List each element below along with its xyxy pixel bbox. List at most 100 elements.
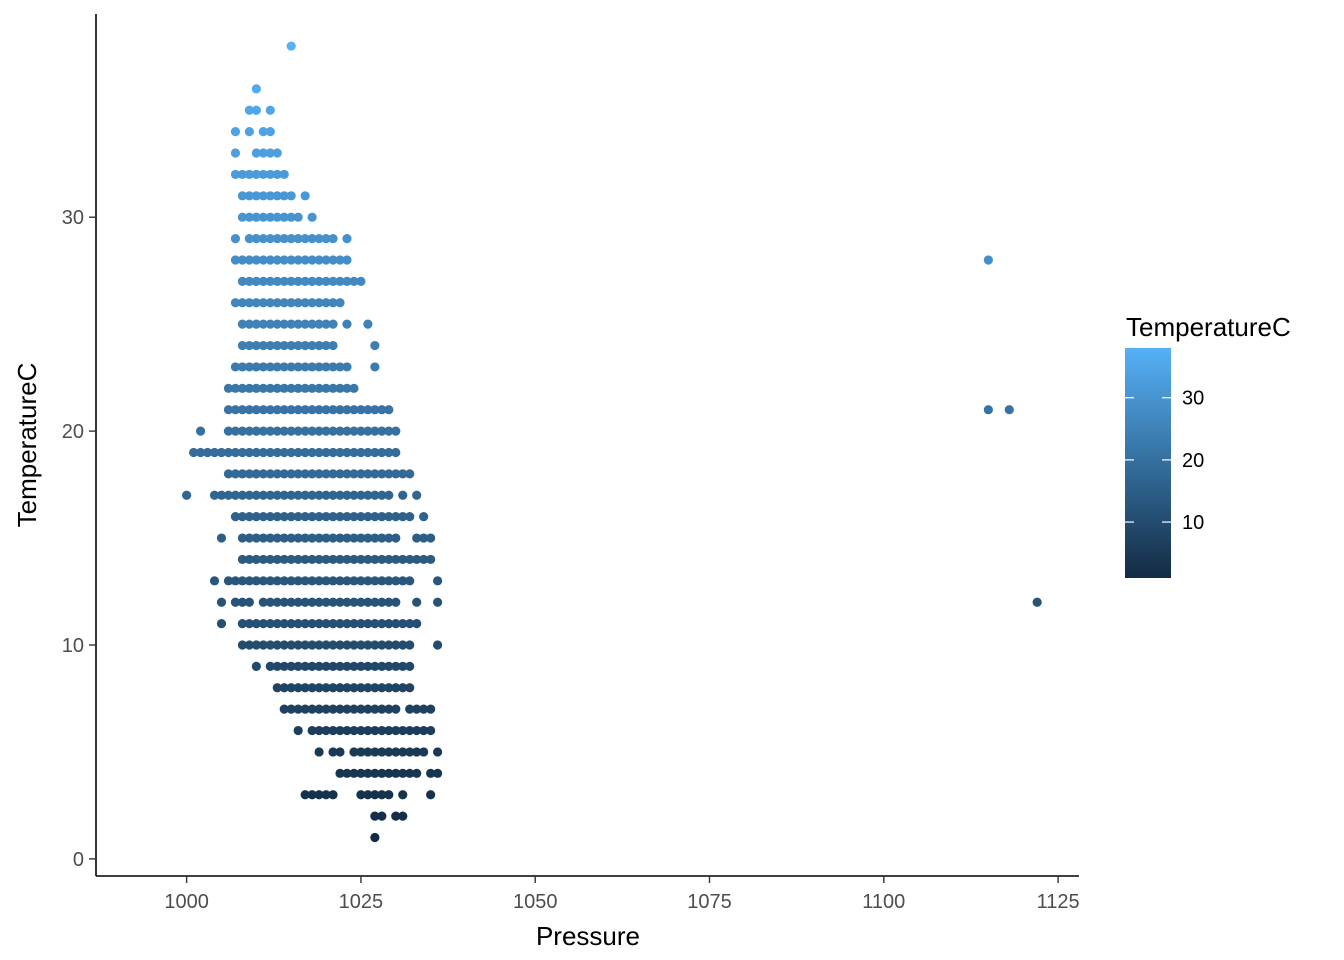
data-point [391,469,401,479]
data-point [209,447,220,458]
data-point [244,619,254,629]
data-point [251,512,261,522]
data-point [279,512,289,522]
data-point [363,747,373,757]
data-point [342,233,352,244]
data-point [321,576,331,586]
data-point [300,276,310,286]
data-point [300,405,310,415]
data-point [349,661,359,671]
data-point [342,426,352,436]
data-point [321,319,331,329]
data-point [307,683,317,693]
data-point [258,640,268,650]
data-point [300,233,310,244]
data-point [272,512,282,522]
legend-ticks: 10 20 30 [1125,388,1204,534]
data-point [363,533,373,543]
data-point [244,255,254,265]
data-point [307,405,317,415]
data-point [237,640,248,650]
data-point [370,512,380,522]
data-point [370,533,380,543]
data-point [307,512,317,522]
data-point [398,790,408,800]
data-point [391,640,401,650]
data-point [300,597,310,607]
data-point [377,490,387,500]
data-point [272,169,282,180]
data-point [230,512,241,522]
data-point [286,661,296,671]
data-point [328,383,338,393]
data-point [342,683,352,693]
data-point [321,255,331,265]
data-point [370,447,380,458]
data-point [983,255,993,265]
data-point [300,191,310,201]
data-point [349,704,359,714]
data-point [258,383,268,393]
data-point [258,490,268,500]
data-point [300,683,310,693]
data-point [328,747,338,757]
data-point [307,426,317,436]
data-point [244,383,254,393]
data-point [307,298,317,308]
data-point [237,447,248,458]
data-point [265,490,275,500]
data-point [335,405,345,415]
data-point [237,212,248,222]
legend-tick-label: 20 [1182,450,1204,472]
data-point [335,725,345,736]
data-point [398,747,408,757]
data-point [307,319,317,329]
data-point [321,383,331,393]
data-point [349,490,359,500]
data-point [342,383,352,393]
data-point [293,298,303,308]
data-point [398,576,408,586]
data-point [335,447,345,458]
data-point [335,619,345,629]
data-point [307,255,317,265]
data-point [370,362,380,372]
data-point [377,554,387,565]
data-point [293,619,303,629]
data-point [349,447,359,458]
data-point [307,362,317,372]
data-point [384,469,394,479]
data-point [412,554,422,565]
data-point [314,362,324,372]
data-point [356,554,366,565]
data-point [300,576,310,586]
data-point [412,768,422,778]
data-point [398,768,408,778]
data-point [300,255,310,265]
data-point [370,725,380,736]
data-point [300,490,310,500]
data-point [433,576,443,586]
data-point [377,469,387,479]
data-point [405,640,415,650]
data-point [342,469,352,479]
data-point [293,340,303,351]
data-point [307,469,317,479]
data-point [265,148,275,158]
data-point [349,405,359,415]
y-axis-title: TemperatureC [12,363,42,528]
data-point [286,554,296,565]
data-point [300,619,310,629]
data-point [300,704,310,714]
data-point [272,148,282,158]
data-point [307,340,317,351]
data-point [377,426,387,436]
data-point [272,447,282,458]
data-point [286,447,296,458]
data-point [384,426,394,436]
data-point [349,725,359,736]
data-point [209,576,220,586]
data-point [279,447,289,458]
data-point [293,683,303,693]
data-point [265,362,275,372]
